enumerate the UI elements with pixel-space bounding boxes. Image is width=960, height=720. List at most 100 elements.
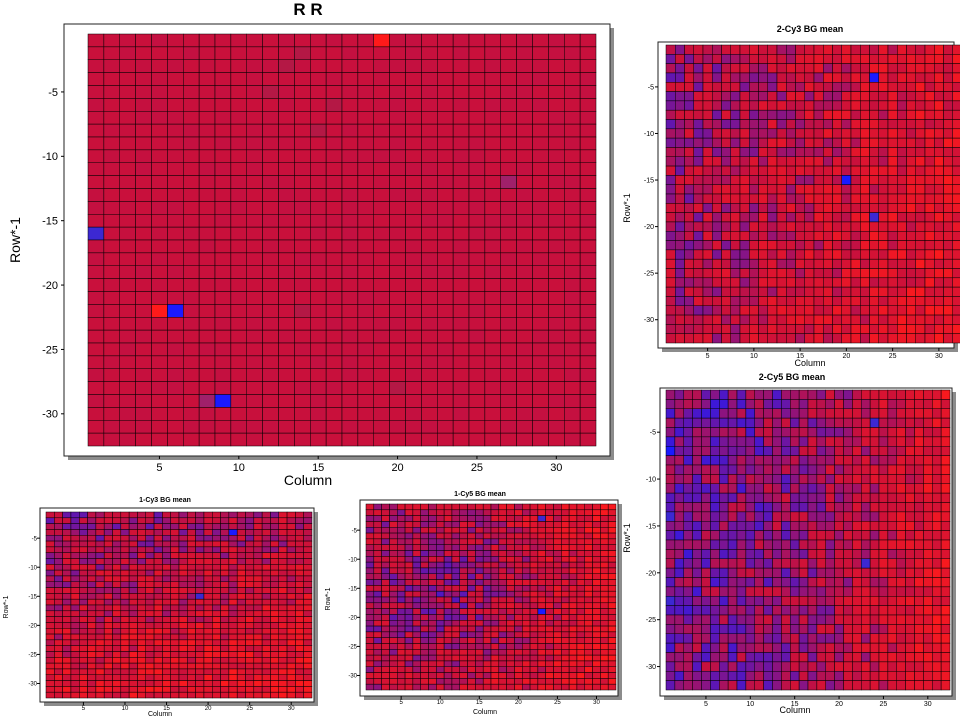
heatmap-cell	[468, 226, 486, 241]
heatmap-cell	[674, 483, 685, 494]
heatmap-cell	[506, 614, 515, 621]
heatmap-cell	[404, 579, 414, 586]
heatmap-cell	[95, 546, 105, 553]
heatmap-cell	[119, 329, 136, 344]
heatmap-cell	[170, 540, 180, 548]
y-tick-label: -30	[646, 664, 656, 671]
heatmap-cell	[804, 258, 815, 269]
heatmap-cell	[934, 72, 944, 83]
heatmap-cell	[120, 628, 130, 635]
y-tick-label: -10	[28, 565, 37, 571]
heatmap-cell	[373, 637, 382, 644]
heatmap-cell	[934, 175, 944, 185]
heatmap-cell	[553, 596, 562, 604]
heatmap-cell	[230, 46, 248, 61]
heatmap-cell	[532, 59, 549, 73]
heatmap-cell	[887, 221, 898, 232]
heatmap-cell	[850, 203, 861, 213]
heatmap-cell	[564, 394, 581, 408]
heatmap-cell	[151, 394, 168, 408]
heatmap-cell	[500, 381, 517, 395]
heatmap-cell	[763, 511, 773, 522]
heatmap-cell	[878, 258, 889, 269]
heatmap-cell	[183, 162, 200, 176]
heatmap-cell	[754, 408, 764, 419]
heatmap-cell	[95, 552, 105, 559]
heatmap-cell	[816, 539, 827, 550]
heatmap-cell	[896, 511, 906, 522]
heatmap-cell	[878, 175, 889, 185]
heatmap-cell	[178, 569, 188, 577]
heatmap-cell	[914, 596, 924, 606]
heatmap-cell	[813, 212, 824, 223]
heatmap-cell	[798, 642, 809, 653]
heatmap-cell	[719, 567, 729, 578]
heatmap-cell	[516, 239, 533, 254]
x-tick-label: 10	[750, 353, 758, 360]
heatmap-cell	[397, 608, 406, 615]
heatmap-cell	[103, 540, 113, 548]
heatmap-cell	[850, 314, 861, 325]
heatmap-cell	[841, 212, 852, 223]
heatmap-cell	[529, 532, 539, 540]
heatmap-cell	[730, 128, 741, 139]
heatmap-cell	[736, 530, 747, 541]
heatmap-cell	[54, 564, 63, 571]
heatmap-cell	[482, 596, 492, 604]
heatmap-cell	[684, 286, 694, 297]
heatmap-cell	[45, 523, 55, 530]
heatmap-cell	[103, 46, 121, 61]
heatmap-cell	[253, 686, 263, 693]
heatmap-cell	[600, 608, 609, 615]
heatmap-cell	[151, 162, 168, 176]
heatmap-cell	[923, 492, 933, 503]
heatmap-cell	[692, 652, 702, 663]
heatmap-cell	[834, 642, 844, 653]
heatmap-cell	[420, 532, 429, 540]
heatmap-cell	[850, 193, 861, 204]
heatmap-cell	[228, 645, 238, 652]
heatmap-cell	[79, 674, 88, 681]
heatmap-cell	[451, 579, 461, 586]
heatmap-cell	[262, 407, 279, 421]
heatmap-cell	[294, 381, 311, 395]
heatmap-cell	[915, 231, 926, 241]
heatmap-cell	[795, 314, 805, 325]
heatmap-cell	[758, 277, 768, 288]
heatmap-cell	[87, 581, 97, 588]
heatmap-cell	[261, 517, 271, 524]
heatmap-cell	[804, 109, 815, 120]
heatmap-cell	[310, 111, 327, 125]
heatmap-cell	[421, 317, 438, 331]
heatmap-cell	[923, 624, 933, 635]
heatmap-cell	[220, 569, 230, 577]
heatmap-cell	[405, 432, 422, 447]
heatmap-cell	[932, 642, 942, 653]
heatmap-cell	[584, 503, 593, 511]
heatmap-cell	[767, 128, 778, 139]
heatmap-cell	[914, 652, 924, 663]
heatmap-cell	[675, 128, 685, 139]
heatmap-cell	[153, 540, 163, 548]
heatmap-cell	[230, 317, 248, 331]
heatmap-cell	[745, 502, 756, 513]
heatmap-cell	[804, 193, 815, 204]
heatmap-cell	[357, 214, 375, 228]
heatmap-cell	[389, 214, 406, 228]
heatmap-cell	[739, 286, 750, 297]
heatmap-cell	[373, 590, 382, 598]
heatmap-cell	[887, 652, 898, 663]
heatmap-cell	[914, 436, 924, 447]
heatmap-cell	[749, 100, 759, 111]
x-axis-label: Column	[148, 711, 172, 718]
heatmap-cell	[600, 573, 609, 580]
heatmap-cell	[452, 85, 470, 99]
heatmap-cell	[195, 552, 205, 559]
heatmap-cell	[772, 427, 782, 438]
heatmap-cell	[310, 136, 327, 151]
heatmap-cell	[749, 240, 759, 251]
chart-rr-svg: 5 10 15 20 25 30-5-10-15-20-25-30R RColumnRow…	[7, 0, 614, 488]
heatmap-cell	[137, 587, 147, 594]
heatmap-cell	[303, 610, 313, 617]
heatmap-cell	[128, 686, 138, 693]
